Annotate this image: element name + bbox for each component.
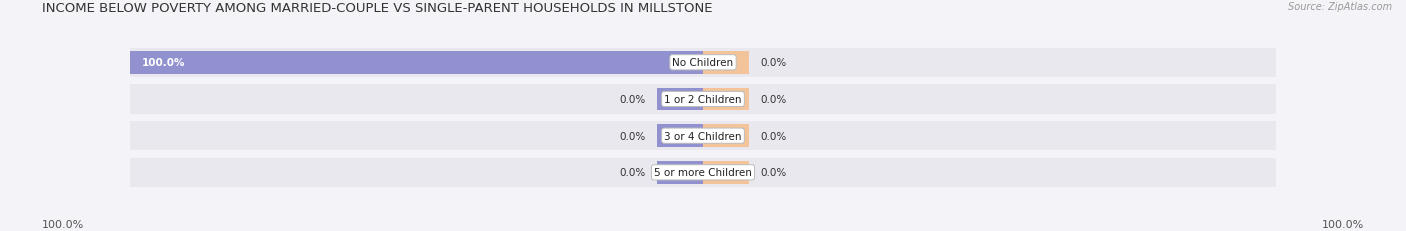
- Text: 0.0%: 0.0%: [761, 168, 786, 178]
- Text: 100.0%: 100.0%: [142, 58, 186, 68]
- Text: Source: ZipAtlas.com: Source: ZipAtlas.com: [1288, 2, 1392, 12]
- Bar: [131, 48, 703, 78]
- Bar: [703, 48, 1275, 78]
- Text: 0.0%: 0.0%: [620, 94, 645, 104]
- Text: 100.0%: 100.0%: [42, 219, 84, 229]
- Text: 5 or more Children: 5 or more Children: [654, 168, 752, 178]
- Bar: [131, 121, 703, 151]
- Text: 0.0%: 0.0%: [761, 58, 786, 68]
- Bar: [657, 161, 703, 184]
- Bar: [703, 125, 749, 147]
- Bar: [703, 158, 1275, 187]
- Bar: [657, 88, 703, 111]
- Text: 3 or 4 Children: 3 or 4 Children: [664, 131, 742, 141]
- Text: 1 or 2 Children: 1 or 2 Children: [664, 94, 742, 104]
- Bar: [703, 88, 749, 111]
- Bar: [703, 52, 749, 74]
- Text: 0.0%: 0.0%: [620, 131, 645, 141]
- Text: 0.0%: 0.0%: [620, 168, 645, 178]
- Bar: [131, 52, 703, 74]
- Bar: [131, 85, 703, 114]
- Bar: [657, 125, 703, 147]
- Bar: [703, 161, 749, 184]
- Text: 0.0%: 0.0%: [761, 131, 786, 141]
- Bar: [703, 121, 1275, 151]
- Bar: [131, 158, 703, 187]
- Text: 0.0%: 0.0%: [761, 94, 786, 104]
- Text: 100.0%: 100.0%: [1322, 219, 1364, 229]
- Text: INCOME BELOW POVERTY AMONG MARRIED-COUPLE VS SINGLE-PARENT HOUSEHOLDS IN MILLSTO: INCOME BELOW POVERTY AMONG MARRIED-COUPL…: [42, 2, 713, 15]
- Bar: [703, 85, 1275, 114]
- Text: No Children: No Children: [672, 58, 734, 68]
